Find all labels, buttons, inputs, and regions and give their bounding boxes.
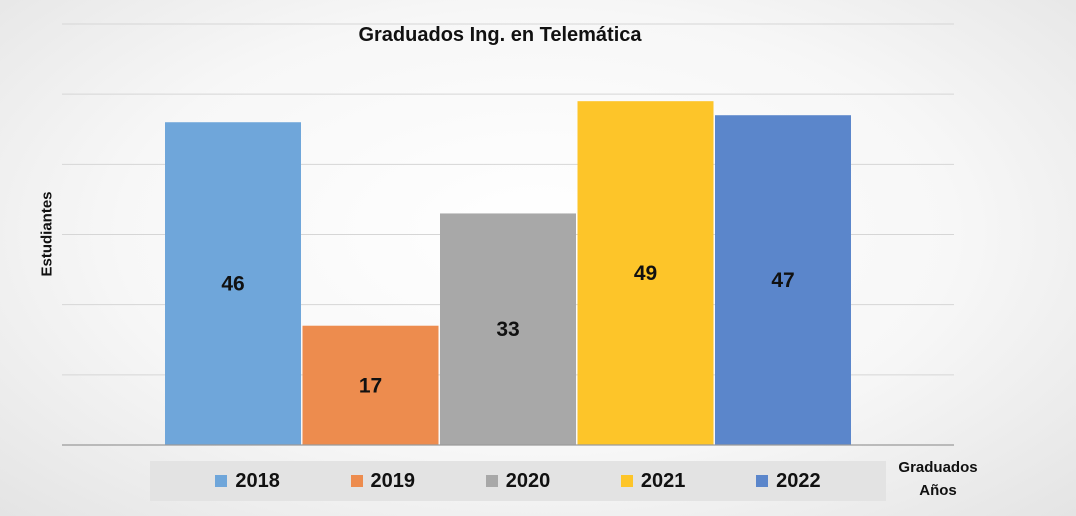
bar-2018 xyxy=(165,122,301,445)
y-axis-label: Estudiantes xyxy=(38,191,56,277)
data-label-2018: 46 xyxy=(221,273,244,296)
legend-swatch xyxy=(350,475,363,487)
legend-item-2019: 2019 xyxy=(350,469,416,493)
data-label-2020: 33 xyxy=(496,318,519,341)
data-labels: 46 17 33 49 47 xyxy=(221,262,794,397)
data-label-2019: 17 xyxy=(359,374,382,397)
bar-2021 xyxy=(577,101,714,445)
bar-2022 xyxy=(715,115,851,445)
bar-2019 xyxy=(302,325,439,445)
legend-label: 2022 xyxy=(776,469,821,492)
legend-label: 2020 xyxy=(505,469,551,492)
legend-item-2022: 2022 xyxy=(756,470,821,493)
x-axis-label-line1: Graduados xyxy=(898,459,978,476)
legend-label: 2018 xyxy=(235,469,280,492)
x-axis-label-line2: Años xyxy=(919,482,957,499)
legend-item-2021: 2021 xyxy=(620,469,686,493)
data-label-2021: 49 xyxy=(634,262,657,285)
legend: 2018 2019 2020 2021 2022 xyxy=(150,461,886,501)
legend-swatch xyxy=(756,475,769,487)
data-label-2022: 47 xyxy=(771,269,794,292)
bars xyxy=(165,101,851,445)
legend-item-2020: 2020 xyxy=(485,469,551,493)
legend-swatch xyxy=(620,475,633,487)
chart-title: Graduados Ing. en Telemática xyxy=(358,24,642,46)
x-axis-label: Graduados Años xyxy=(884,456,992,502)
legend-label: 2019 xyxy=(370,469,416,492)
legend-item-2018: 2018 xyxy=(215,470,280,493)
bar-2020 xyxy=(440,213,576,445)
legend-swatch xyxy=(215,475,228,487)
legend-swatch xyxy=(485,475,498,487)
legend-label: 2021 xyxy=(640,469,686,492)
